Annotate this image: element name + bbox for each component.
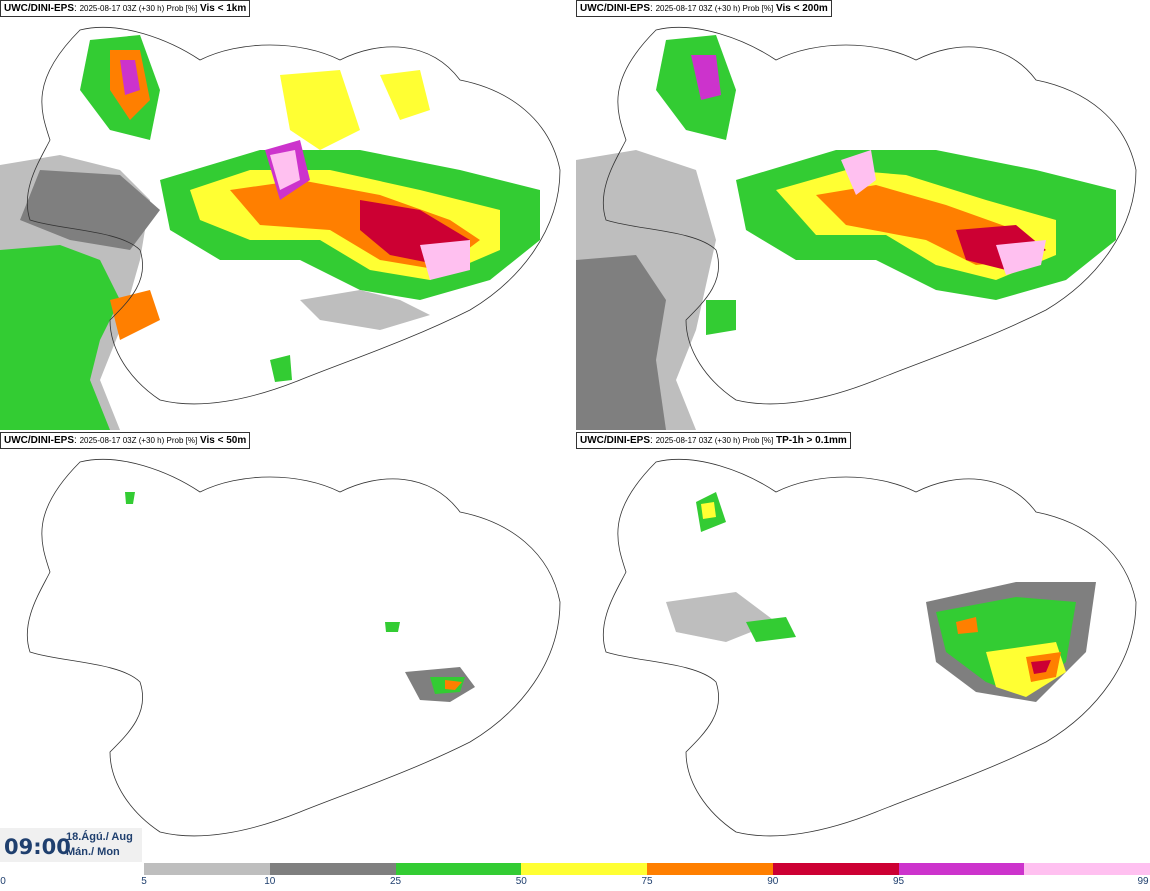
valid-time: 09:00 — [4, 835, 71, 859]
colorbar-tick-label: 5 — [141, 876, 147, 887]
map-panel-vis-200m: UWC/DINI-EPS: 2025-08-17 03Z (+30 h) Pro… — [576, 0, 1150, 430]
model-name: UWC/DINI-EPS — [4, 435, 74, 446]
panel-title: UWC/DINI-EPS: 2025-08-17 03Z (+30 h) Pro… — [576, 432, 851, 449]
valid-date-line2: Mán./ Mon — [66, 846, 120, 858]
variable-name: Vis < 1km — [199, 3, 247, 14]
colorbar-tick-label: 10 — [264, 876, 276, 887]
colorbar-segment — [1024, 863, 1150, 875]
probability-colorbar — [144, 863, 1150, 875]
variable-name: Vis < 50m — [199, 435, 247, 446]
panel-title: UWC/DINI-EPS: 2025-08-17 03Z (+30 h) Pro… — [0, 0, 251, 17]
iceland-map-vis-50m — [0, 432, 574, 862]
colorbar-tick-label: 95 — [892, 876, 905, 887]
colorbar-tick-label: 99 — [1137, 876, 1149, 887]
run-info: 2025-08-17 03Z (+30 h) Prob [%] — [79, 4, 198, 13]
map-panel-vis-50m: UWC/DINI-EPS: 2025-08-17 03Z (+30 h) Pro… — [0, 432, 574, 862]
iceland-map-tp-1h — [576, 432, 1150, 862]
variable-name: TP-1h > 0.1mm — [775, 435, 847, 446]
map-panel-tp-1h: UWC/DINI-EPS: 2025-08-17 03Z (+30 h) Pro… — [576, 432, 1150, 862]
colorbar-segment — [647, 863, 773, 875]
panel-title: UWC/DINI-EPS: 2025-08-17 03Z (+30 h) Pro… — [576, 0, 832, 17]
colorbar-segment — [269, 863, 396, 875]
colorbar-segment — [772, 863, 899, 875]
colorbar-tick-label: 50 — [515, 876, 527, 887]
colorbar-ticks: 0 5 10 25 50 75 90 95 99 — [0, 876, 1150, 891]
colorbar-segment — [521, 863, 647, 875]
run-info: 2025-08-17 03Z (+30 h) Prob [%] — [655, 4, 774, 13]
colorbar-segment — [898, 863, 1025, 875]
model-name: UWC/DINI-EPS — [580, 435, 650, 446]
variable-name: Vis < 200m — [775, 3, 828, 14]
model-name: UWC/DINI-EPS — [4, 3, 74, 14]
run-info: 2025-08-17 03Z (+30 h) Prob [%] — [655, 436, 774, 445]
colorbar-tick-label: 25 — [389, 876, 402, 887]
panel-title: UWC/DINI-EPS: 2025-08-17 03Z (+30 h) Pro… — [0, 432, 251, 449]
valid-time-box: 09:00 18.Ágú./ Aug Mán./ Mon — [0, 828, 142, 862]
colorbar-segment — [395, 863, 522, 875]
iceland-map-vis-200m — [576, 0, 1150, 430]
colorbar-tick-label: 90 — [767, 876, 779, 887]
colorbar-segment — [144, 863, 270, 875]
map-panel-vis-1km: UWC/DINI-EPS: 2025-08-17 03Z (+30 h) Pro… — [0, 0, 574, 430]
valid-date-line1: 18.Ágú./ Aug — [66, 831, 133, 843]
run-info: 2025-08-17 03Z (+30 h) Prob [%] — [79, 436, 198, 445]
colorbar-tick-label: 0 — [0, 876, 6, 887]
iceland-map-vis-1km — [0, 0, 574, 430]
model-name: UWC/DINI-EPS — [580, 3, 650, 14]
colorbar-tick-label: 75 — [641, 876, 653, 887]
